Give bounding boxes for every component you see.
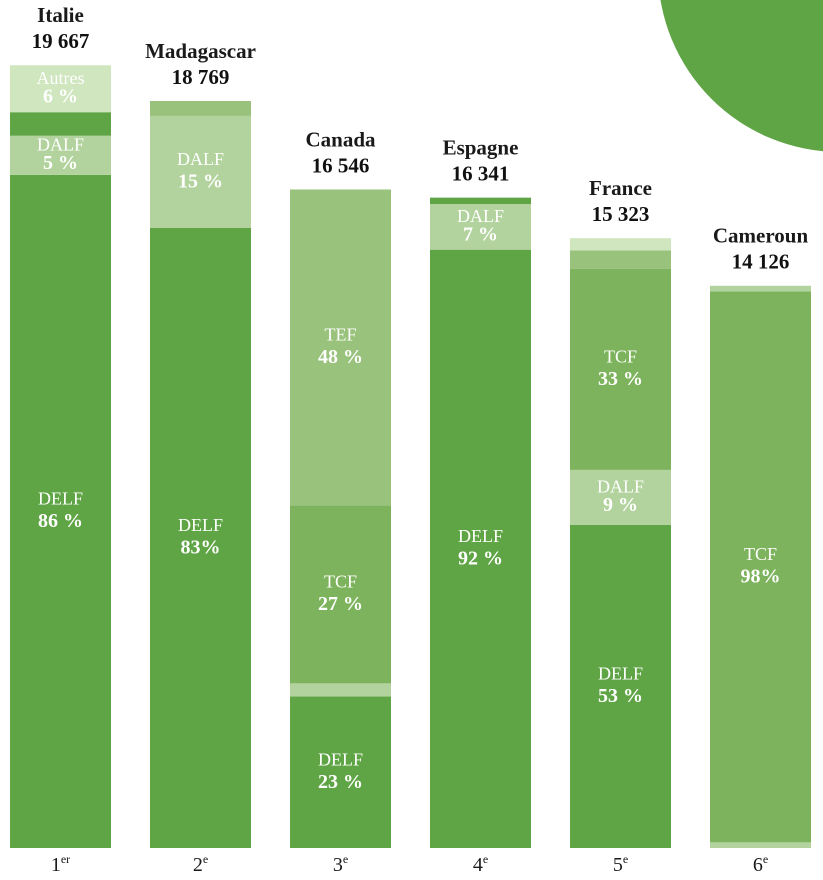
bar-segment	[570, 268, 671, 470]
segment-name: DALF	[177, 149, 224, 169]
rank-number: 4	[473, 854, 483, 876]
bar-segment	[10, 65, 111, 113]
total: 15 323	[592, 202, 650, 226]
segment-name: DELF	[38, 489, 83, 509]
bar-segment	[570, 469, 671, 525]
rank-suffix: er	[61, 852, 70, 866]
rank: 2e	[193, 852, 208, 876]
bar-segment	[150, 115, 251, 228]
total: 19 667	[32, 29, 90, 53]
rank-suffix: e	[763, 852, 768, 866]
segment-value: 33 %	[598, 368, 643, 390]
country-name: France	[589, 176, 652, 200]
rank: 6e	[753, 852, 768, 876]
segment-name: DELF	[598, 664, 643, 684]
bar-segment	[430, 197, 531, 205]
bar-segment	[290, 189, 391, 506]
bar-segment	[290, 505, 391, 684]
total: 16 341	[452, 161, 510, 185]
segment-name: TCF	[604, 346, 637, 366]
rank: 5e	[613, 852, 628, 876]
rank: 3e	[333, 852, 348, 876]
bar-segment	[430, 204, 531, 250]
bar-segment	[710, 285, 811, 292]
segment-value: 7 %	[463, 223, 498, 245]
bar-segment	[710, 291, 811, 843]
bar-segment	[10, 112, 111, 136]
country-name: Espagne	[443, 135, 519, 159]
total: 14 126	[732, 250, 790, 274]
rank-suffix: e	[483, 852, 488, 866]
rank-number: 3	[333, 854, 343, 876]
segment-name: DELF	[178, 515, 223, 535]
segment-value: 27 %	[318, 593, 363, 615]
segment-name: DELF	[318, 749, 363, 769]
bar-segment	[570, 524, 671, 848]
rank-suffix: e	[343, 852, 348, 866]
segment-name: DALF	[457, 206, 504, 226]
segment-value: 86 %	[38, 510, 83, 532]
rank-number: 6	[753, 854, 763, 876]
total: 16 546	[312, 153, 370, 177]
segment-name: Autres	[37, 68, 85, 88]
bar-segment	[290, 683, 391, 697]
rank: 4e	[473, 852, 488, 876]
segment-value: 15 %	[178, 171, 223, 193]
total: 18 769	[172, 65, 230, 89]
bar-segment	[150, 227, 251, 848]
segment-value: 23 %	[318, 771, 363, 793]
rank-number: 5	[613, 854, 623, 876]
rank-suffix: e	[623, 852, 628, 866]
segment-value: 83%	[181, 537, 221, 559]
country-name: Cameroun	[713, 224, 809, 248]
segment-name: TCF	[744, 544, 777, 564]
bar-segment	[570, 238, 671, 251]
bar-segment	[10, 174, 111, 849]
segment-value: 92 %	[458, 547, 503, 569]
rank-number: 1	[51, 854, 61, 876]
segment-value: 5 %	[43, 152, 78, 174]
bar-segment	[290, 696, 391, 848]
segment-name: TEF	[324, 325, 356, 345]
bar-segment	[150, 100, 251, 116]
rank-number: 2	[193, 854, 203, 876]
segment-name: DALF	[37, 134, 84, 154]
country-name: Italie	[37, 3, 84, 27]
segment-name: DALF	[597, 476, 644, 496]
rank: 1er	[51, 852, 70, 876]
bar-segment	[430, 249, 531, 848]
rank-suffix: e	[203, 852, 208, 866]
bar-segment	[570, 250, 671, 269]
bar-segment	[710, 842, 811, 848]
segment-value: 98%	[741, 565, 781, 587]
segment-value: 6 %	[43, 85, 78, 107]
bar-segment	[10, 135, 111, 175]
segment-value: 53 %	[598, 685, 643, 707]
segment-value: 48 %	[318, 346, 363, 368]
segment-value: 9 %	[603, 494, 638, 516]
segment-name: TCF	[324, 572, 357, 592]
segment-name: DELF	[458, 526, 503, 546]
country-name: Madagascar	[145, 39, 256, 63]
country-name: Canada	[305, 127, 376, 151]
decor-circle	[660, 0, 823, 152]
